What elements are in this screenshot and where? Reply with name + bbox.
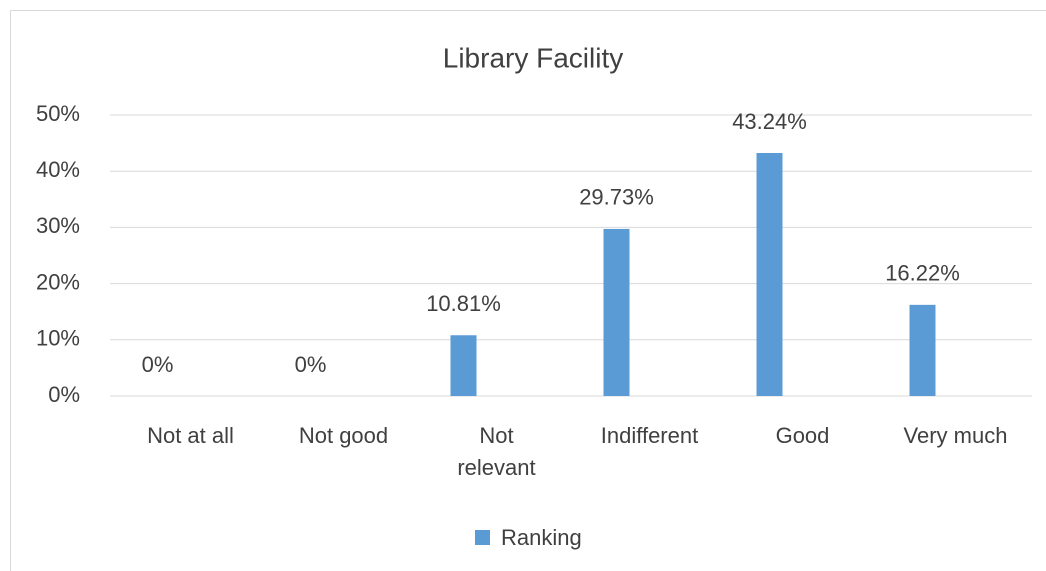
x-tick-text: Not relevant <box>457 423 536 480</box>
x-tick-label: Not good <box>288 420 400 452</box>
data-label: 0% <box>142 352 174 377</box>
x-tick-text: Very much <box>903 423 1008 448</box>
y-tick-label: 0% <box>48 382 80 407</box>
y-tick-label: 40% <box>36 157 80 182</box>
chart-frame <box>10 10 1046 571</box>
chart-title: Library Facility <box>443 42 623 73</box>
x-tick-label: Very much <box>900 420 1012 452</box>
data-label: 43.24% <box>732 109 807 134</box>
x-tick-label: Good <box>747 420 859 452</box>
x-tick-text: Not good <box>298 423 389 448</box>
x-tick-text: Indifferent <box>600 423 699 448</box>
x-tick-text: Good <box>775 423 830 448</box>
x-tick-text: Not at all <box>147 423 234 448</box>
x-tick-label: Not at all <box>135 420 247 452</box>
data-label: 29.73% <box>579 185 654 210</box>
bar <box>450 335 477 396</box>
y-tick-label: 50% <box>36 101 80 126</box>
y-tick-label: 10% <box>36 326 80 351</box>
legend-label: Ranking <box>501 525 582 550</box>
bar <box>603 228 630 396</box>
bar <box>909 304 936 396</box>
data-label: 16.22% <box>885 261 960 286</box>
data-label: 0% <box>295 352 327 377</box>
y-tick-label: 20% <box>36 269 80 294</box>
data-label: 10.81% <box>426 291 501 316</box>
x-tick-label: Not relevant <box>441 420 553 484</box>
bar <box>756 152 783 396</box>
legend-swatch <box>475 530 490 545</box>
y-tick-label: 30% <box>36 213 80 238</box>
x-tick-label: Indifferent <box>594 420 706 452</box>
